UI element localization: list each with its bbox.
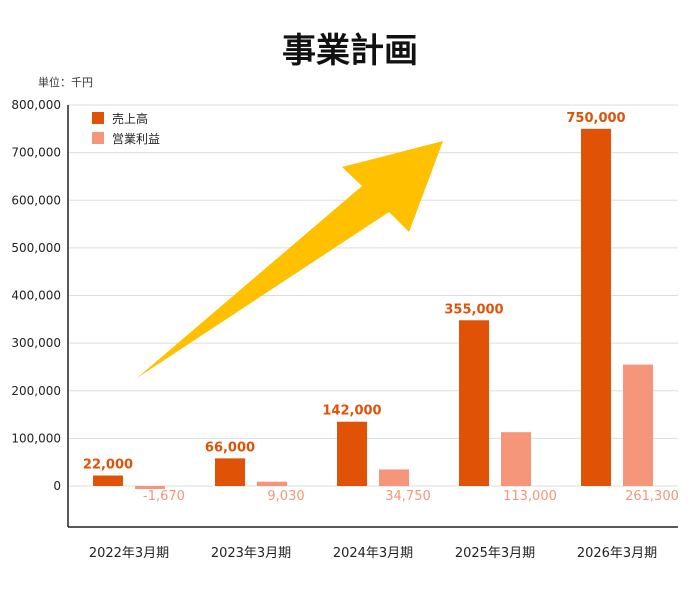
sales-data-label: 142,000 xyxy=(322,404,381,419)
y-tick-label: 700,000 xyxy=(11,146,61,160)
y-tick-label: 500,000 xyxy=(11,241,61,255)
y-tick-label: 800,000 xyxy=(11,98,61,112)
x-tick-label: 2022年3月期 xyxy=(89,546,169,561)
unit-label: 単位：千円 xyxy=(38,75,93,89)
x-axis: 2022年3月期 2023年3月期 2024年3月期 2025年3月期 2026年3月期 xyxy=(68,526,678,561)
profit-bar xyxy=(623,364,653,486)
profit-data-label: 9,030 xyxy=(267,489,304,504)
gridlines xyxy=(68,104,678,487)
y-tick-label: 200,000 xyxy=(11,384,61,398)
profit-bar xyxy=(135,486,165,489)
profit-bar xyxy=(379,469,409,486)
sales-data-label: 750,000 xyxy=(566,111,625,126)
sales-bar xyxy=(459,320,489,486)
y-tick-label: 100,000 xyxy=(11,431,61,445)
y-tick-label: 0 xyxy=(53,479,61,493)
profit-data-label: 34,750 xyxy=(385,489,431,504)
profit-bar xyxy=(257,481,287,486)
bars: 22,000 -1,670 66,000 9,030 142,000 34,750 355,… xyxy=(83,111,679,504)
legend-label: 営業利益 xyxy=(112,132,160,146)
x-tick-label: 2024年3月期 xyxy=(333,546,413,561)
legend-label: 売上高 xyxy=(112,111,148,126)
y-tick-label: 600,000 xyxy=(11,193,61,207)
x-tick-label: 2025年3月期 xyxy=(455,546,535,561)
profit-data-label: 113,000 xyxy=(503,489,557,504)
sales-bar xyxy=(93,475,123,486)
profit-data-label: -1,670 xyxy=(143,489,185,504)
sales-bar xyxy=(581,128,611,486)
y-tick-label: 400,000 xyxy=(11,289,61,303)
growth-arrow xyxy=(137,141,443,378)
sales-bar xyxy=(337,421,367,486)
y-axis: 0 100,000 200,000 300,000 400,000 500,000 600,… xyxy=(11,98,69,527)
sales-data-label: 355,000 xyxy=(444,302,503,317)
legend-swatch xyxy=(92,132,104,144)
x-tick-label: 2023年3月期 xyxy=(211,546,291,561)
x-tick-label: 2026年3月期 xyxy=(577,546,657,561)
y-tick-label: 300,000 xyxy=(11,336,61,350)
profit-data-label: 261,300 xyxy=(625,489,679,504)
sales-bar xyxy=(215,458,245,486)
sales-data-label: 22,000 xyxy=(83,458,133,473)
legend-swatch xyxy=(92,112,104,124)
chart-title: 事業計画 xyxy=(282,31,418,71)
profit-bar xyxy=(501,432,531,486)
growth-arrow-shape xyxy=(137,141,443,378)
sales-data-label: 66,000 xyxy=(205,440,255,455)
